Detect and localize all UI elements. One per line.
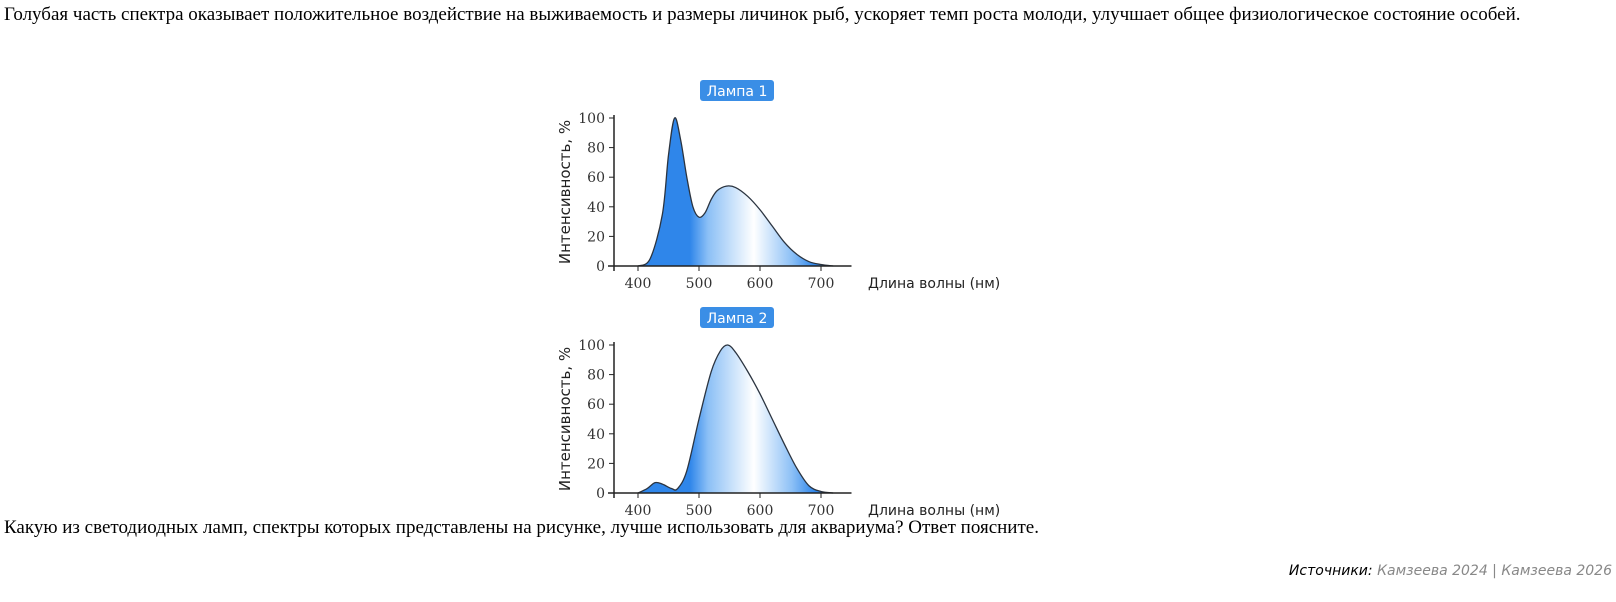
y-tick-label: 80 (587, 141, 605, 157)
sources: Источники: Камзеева 2024 | Камзеева 2026 (1289, 563, 1612, 579)
y-tick-label: 0 (596, 259, 605, 275)
question-text: Какую из светодиодных ламп, спектры кото… (4, 517, 1039, 538)
y-tick-label: 60 (587, 170, 605, 186)
x-axis-label: Длина волны (нм) (868, 276, 1000, 292)
y-tick-label: 60 (587, 397, 605, 413)
chart-title: Лампа 1 (707, 84, 768, 100)
y-tick-label: 100 (578, 338, 605, 354)
y-tick-label: 40 (587, 427, 605, 443)
x-axis-label: Длина волны (нм) (868, 503, 1000, 519)
spectrum-area (638, 344, 834, 493)
y-tick-label: 20 (587, 229, 605, 245)
title-badge (700, 80, 774, 101)
spectrum-line (637, 344, 834, 494)
x-tick-label: 600 (747, 276, 774, 292)
chart-lamp-2: Лампа 2 0 20 40 60 80 100 400 500 600 700 Длина вол… (556, 307, 1000, 519)
y-axis-label: Интенсивность, % (556, 120, 574, 264)
y-axis-label: Интенсивность, % (556, 347, 574, 491)
chart-title: Лампа 2 (707, 311, 768, 327)
y-tick-label: 0 (596, 486, 605, 502)
spectrum-area (638, 117, 834, 266)
y-tick-label: 100 (578, 111, 605, 127)
x-tick-label: 500 (686, 276, 713, 292)
sources-links[interactable]: Камзеева 2024 | Камзеева 2026 (1377, 563, 1612, 579)
sources-label: Источники: (1288, 563, 1373, 579)
x-tick-label: 400 (625, 503, 652, 519)
title-badge (700, 307, 774, 328)
y-tick-label: 40 (587, 200, 605, 216)
y-tick-label: 20 (587, 456, 605, 472)
x-tick-label: 700 (808, 503, 835, 519)
x-tick-label: 700 (808, 276, 835, 292)
y-tick-label: 80 (587, 368, 605, 384)
chart-lamp-1: Лампа 1 0 20 40 60 80 100 400 500 600 700 Длина вол… (556, 80, 1000, 292)
x-tick-label: 400 (625, 276, 652, 292)
spectrum-line (637, 117, 834, 267)
x-tick-label: 600 (747, 503, 774, 519)
x-tick-label: 500 (686, 503, 713, 519)
intro-text: Голубая часть спектра оказывает положите… (4, 4, 1521, 25)
